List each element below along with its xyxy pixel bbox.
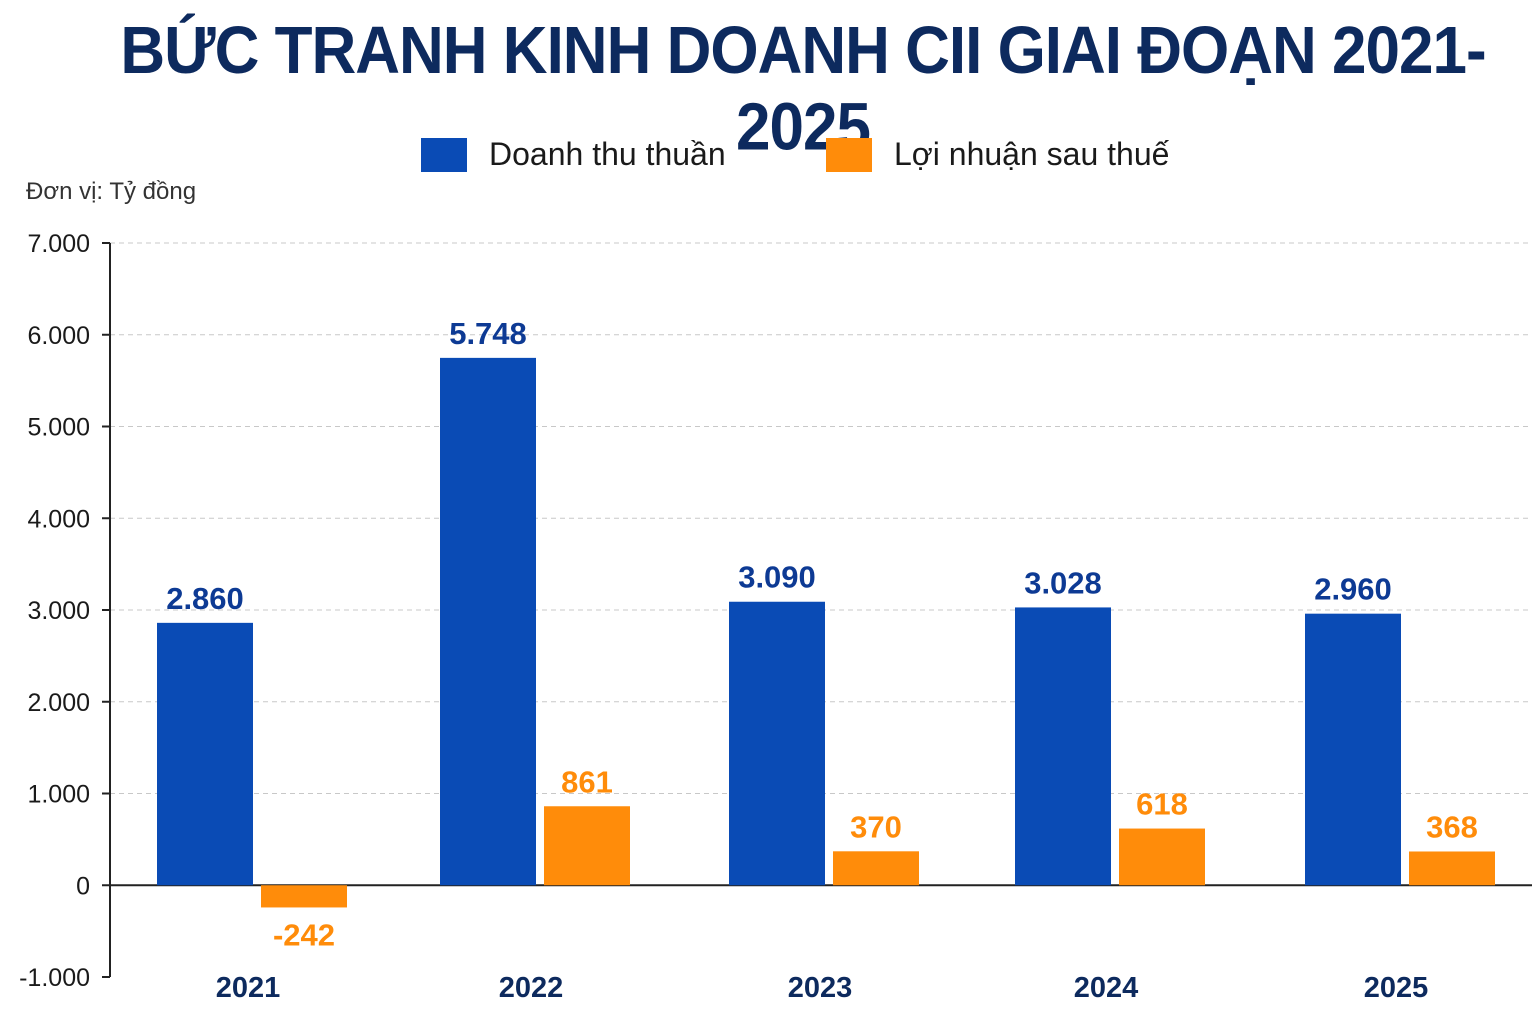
x-category-label: 2024 [1074,972,1139,1004]
y-tick-label: 4.000 [27,505,90,533]
profit-value-label: -242 [273,917,335,952]
profit-bar [1409,851,1495,886]
revenue-bar [157,622,253,886]
profit-value-label: 368 [1426,809,1478,844]
y-tick-label: 3.000 [27,597,90,625]
y-tick-label: 0 [76,872,90,900]
revenue-value-label: 5.748 [449,316,527,351]
legend-swatch-revenue [421,137,467,172]
profit-bar [833,851,919,886]
x-category-label: 2021 [216,972,281,1004]
revenue-value-label: 3.028 [1024,565,1102,600]
y-tick-label: 1.000 [27,781,90,809]
revenue-bar [729,601,825,886]
legend-label-revenue: Doanh thu thuần [489,136,726,172]
revenue-value-label: 2.860 [166,581,244,616]
profit-value-label: 370 [850,809,902,844]
legend: Doanh thu thuần Lợi nhuận sau thuế [0,136,1536,176]
profit-bar [261,885,347,908]
legend-item-revenue: Doanh thu thuần [421,136,726,173]
x-category-label: 2025 [1364,972,1429,1004]
profit-value-label: 861 [561,764,613,799]
y-tick-label: 5.000 [27,414,90,442]
profit-bar [544,806,630,886]
chart-title: BỨC TRANH KINH DOANH CII GIAI ĐOẠN 2021-… [120,13,1486,165]
revenue-bar [1015,607,1111,886]
legend-label-profit: Lợi nhuận sau thuế [894,136,1170,172]
x-category-label: 2022 [499,972,564,1004]
profit-bar [1119,828,1205,886]
revenue-value-label: 2.960 [1314,572,1392,607]
legend-swatch-profit [826,137,872,172]
revenue-bar [1305,613,1401,886]
y-tick-label: -1.000 [19,964,90,992]
x-category-label: 2023 [788,972,853,1004]
y-tick-label: 2.000 [27,689,90,717]
revenue-bar [440,357,536,886]
y-tick-label: 7.000 [27,230,90,258]
profit-value-label: 618 [1136,787,1188,822]
y-tick-label: 6.000 [27,322,90,350]
legend-item-profit: Lợi nhuận sau thuế [826,136,1169,173]
unit-label: Đơn vị: Tỷ đồng [26,178,197,205]
revenue-value-label: 3.090 [738,560,816,595]
